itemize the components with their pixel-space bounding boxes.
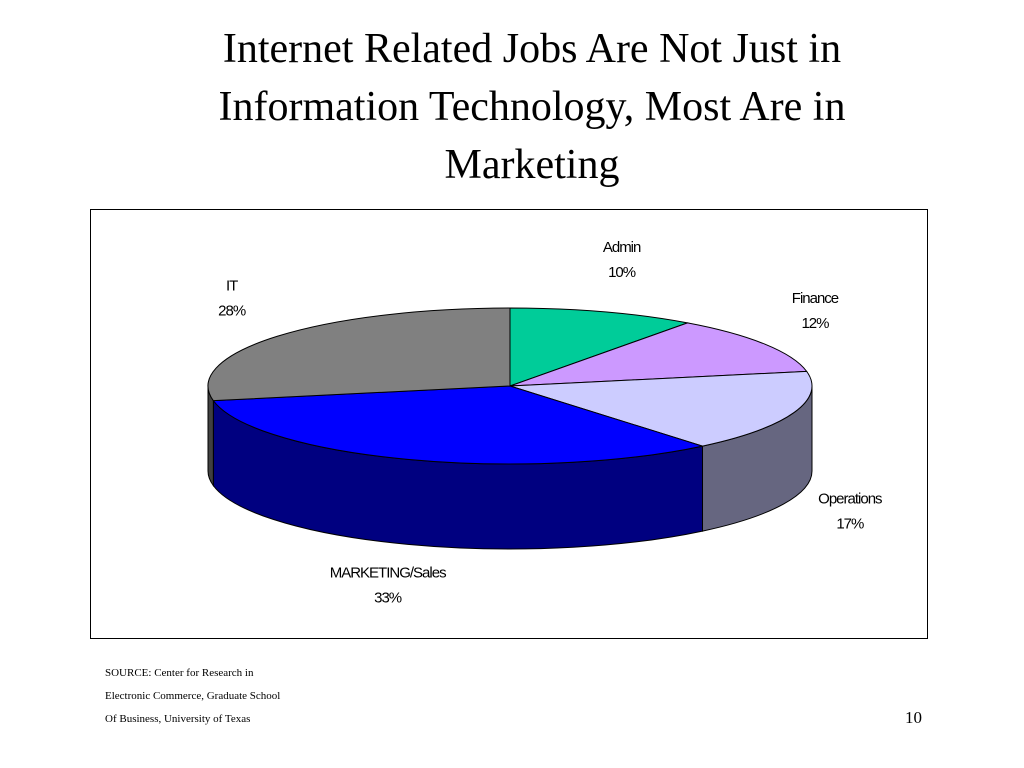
title-line-1: Internet Related Jobs Are Not Just in (222, 26, 842, 72)
source-line-3: Of Business, University of Texas (105, 713, 251, 725)
source-note: SOURCE: Center for Research in Electroni… (105, 662, 280, 731)
value-label-operations: 17% (836, 516, 864, 533)
source-line-1: SOURCE: Center for Research in (105, 667, 254, 679)
pie-slice-it (207, 307, 511, 402)
slide-title: Internet Related Jobs Are Not Just in In… (40, 20, 1024, 194)
label-finance: Finance (792, 290, 839, 307)
pie-slice-marketing-sales (212, 385, 705, 465)
value-label-admin: 10% (608, 264, 636, 281)
label-marketing-sales: MARKETING/Sales (330, 565, 446, 582)
pie-slice-admin (509, 307, 690, 387)
label-it: IT (226, 278, 238, 295)
chart-frame: Admin 10% Finance 12% Operations 17% MARKETING… (90, 209, 928, 639)
value-label-marketing-sales: 33% (374, 590, 402, 607)
value-label-it: 28% (218, 303, 246, 320)
pie-chart: Admin 10% Finance 12% Operations 17% MARKETING… (207, 239, 883, 607)
pie-slice-finance (509, 322, 808, 387)
pie-slice-operations (509, 370, 813, 447)
title-line-2: Information Technology, Most Are in (218, 84, 846, 130)
label-operations: Operations (818, 491, 882, 508)
title-line-3: Marketing (444, 142, 620, 188)
page-number: 10 (905, 708, 922, 727)
source-line-2: Electronic Commerce, Graduate School (105, 690, 281, 702)
label-admin: Admin (603, 239, 641, 256)
value-label-finance: 12% (801, 315, 829, 332)
pie-side-it (207, 385, 214, 488)
